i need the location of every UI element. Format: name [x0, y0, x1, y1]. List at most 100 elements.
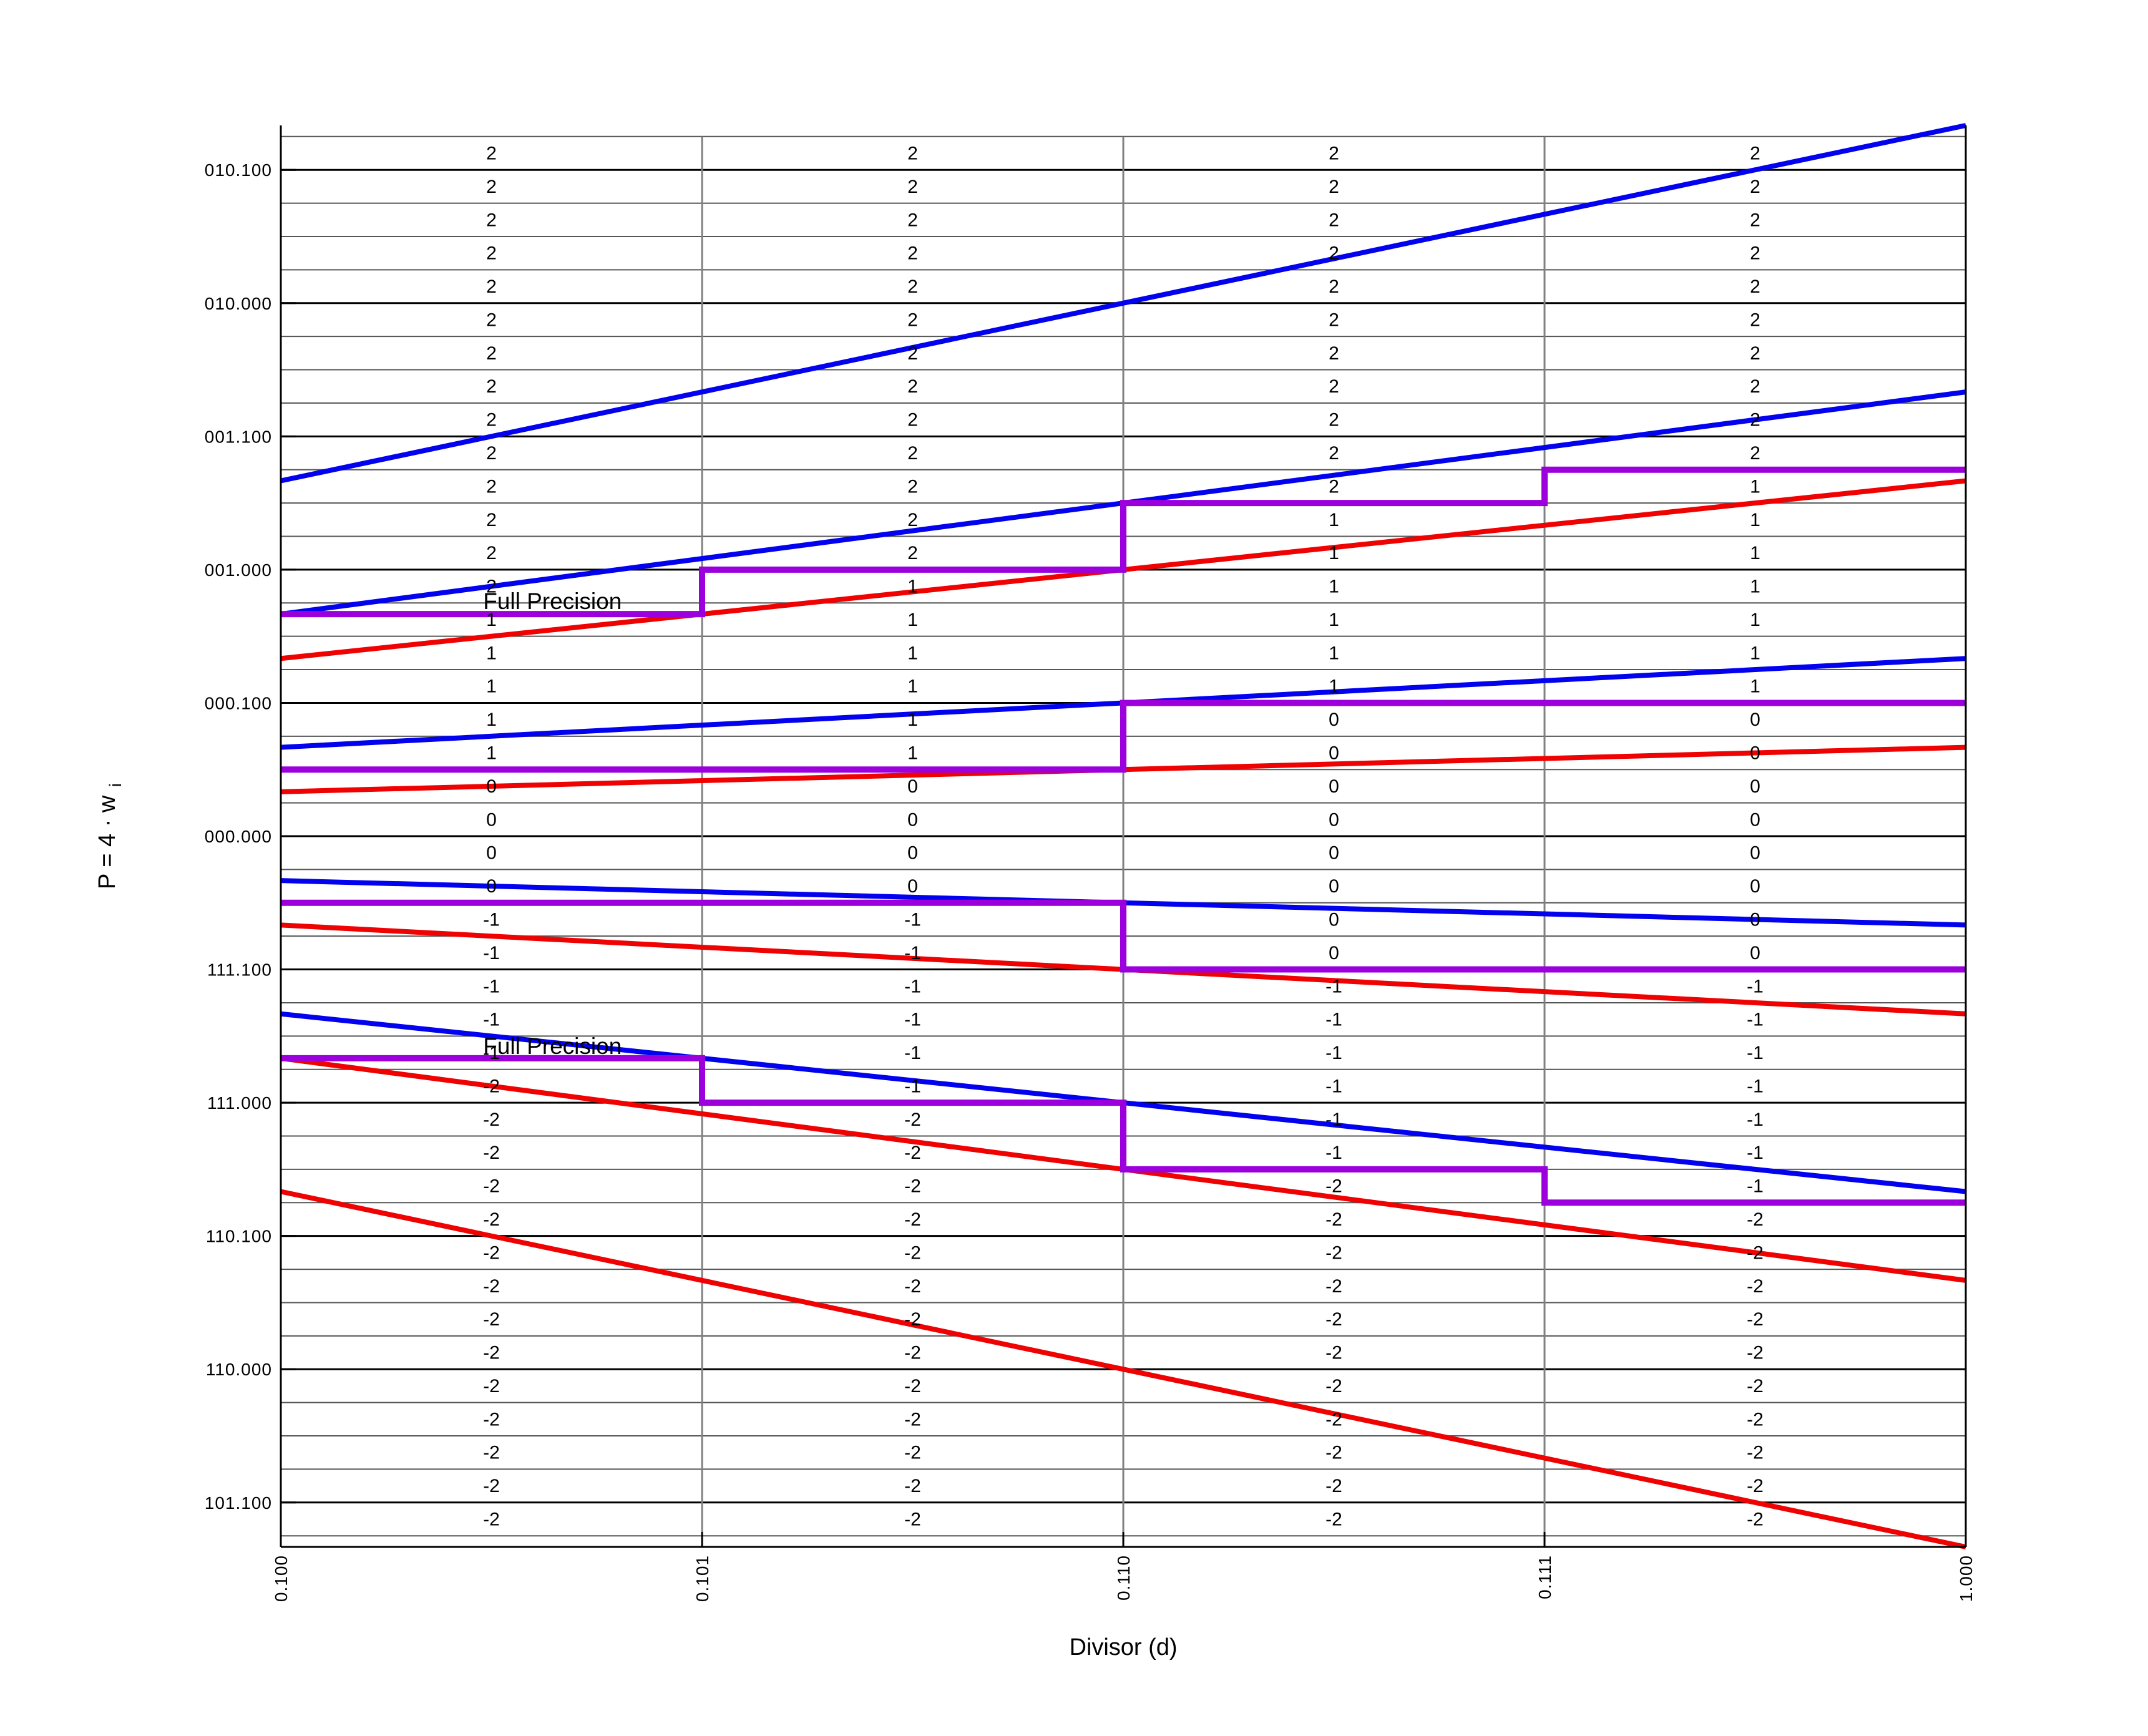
- quotient-digit-cell: -1: [904, 1043, 921, 1063]
- quotient-digit-cell: -2: [904, 1209, 921, 1230]
- quotient-digit-cell: 0: [486, 776, 497, 797]
- quotient-digit-cell: 2: [1750, 343, 1760, 364]
- quotient-digit-cell: -2: [1747, 1309, 1764, 1330]
- threshold-0/-1: [281, 899, 1966, 973]
- quotient-digit-cell: -1: [483, 909, 500, 930]
- quotient-digit-cell: 1: [907, 610, 918, 630]
- quotient-digit-cell: 1: [907, 710, 918, 730]
- quotient-digit-cell: -2: [1747, 1409, 1764, 1430]
- quotient-digit-cell: 0: [1750, 710, 1760, 730]
- threshold-1/0: [281, 700, 1966, 773]
- quotient-digit-cell: 2: [907, 376, 918, 397]
- quotient-digit-cell: -1: [1747, 1109, 1764, 1130]
- quotient-digit-cell: 0: [1750, 809, 1760, 830]
- threshold-2/1: [281, 466, 1966, 618]
- quotient-digit-cell: 0: [486, 809, 497, 830]
- quotient-digit-cell: -2: [1325, 1376, 1342, 1397]
- quotient-digit-cell: -1: [1325, 1109, 1342, 1130]
- quotient-digit-cell: -2: [483, 1076, 500, 1096]
- quotient-digit-cell: 0: [1750, 876, 1760, 897]
- quotient-digit-cell: -1: [483, 1010, 500, 1030]
- quotient-digit-cell: 1: [486, 710, 497, 730]
- quotient-digit-cell: 1: [1329, 510, 1339, 530]
- vertical-gridlines: [701, 136, 1546, 1547]
- quotient-digit-cell: -2: [483, 1143, 500, 1163]
- quotient-digit-cell: 2: [1329, 177, 1339, 197]
- quotient-digit-cell: 1: [1750, 510, 1760, 530]
- y-tick-label: 111.000: [207, 1093, 272, 1113]
- quotient-digit-cell: 2: [1750, 210, 1760, 230]
- quotient-digit-cell: 2: [1329, 243, 1339, 264]
- quotient-digit-cell: -2: [1747, 1443, 1764, 1463]
- quotient-digit-cell: 0: [907, 776, 918, 797]
- quotient-digit-cell: -2: [904, 1343, 921, 1363]
- quotient-digit-cell: 1: [486, 676, 497, 697]
- y-axis-label: P = 4 · w i: [94, 783, 125, 889]
- quotient-digit-cell: 2: [486, 243, 497, 264]
- quotient-digit-cell: 0: [1329, 809, 1339, 830]
- quotient-digit-cell: 1: [1329, 543, 1339, 563]
- quotient-digit-cell: 2: [1750, 276, 1760, 297]
- quotient-digit-cell: -2: [1747, 1209, 1764, 1230]
- quotient-digit-cell: 2: [907, 543, 918, 563]
- quotient-digit-cell: -2: [1325, 1476, 1342, 1496]
- quotient-digit-cell: -2: [483, 1209, 500, 1230]
- quotient-digit-cell: 0: [1750, 909, 1760, 930]
- quotient-digit-cell: -2: [1747, 1376, 1764, 1397]
- x-tick-labels: 0.100 0.101 0.110 0.111 1.000: [271, 1555, 1976, 1602]
- upper-bound-digit+2 (8/3·d): [280, 123, 1966, 484]
- quotient-digit-cell: 0: [1329, 710, 1339, 730]
- quotient-digit-cell: -2: [483, 1509, 500, 1529]
- quotient-digit-cell: 0: [1750, 743, 1760, 764]
- quotient-digit-cell: 2: [486, 543, 497, 563]
- x-tick-label: 0.101: [693, 1555, 712, 1602]
- quotient-digit-cell: -1: [1747, 1176, 1764, 1197]
- quotient-digit-cell: 1: [486, 643, 497, 663]
- quotient-digit-cell: -2: [904, 1109, 921, 1130]
- quotient-digit-cell: 0: [1329, 776, 1339, 797]
- quotient-digit-cell: 2: [907, 144, 918, 164]
- quotient-digit-cell: 2: [1750, 443, 1760, 464]
- quotient-digit-cell: -1: [483, 943, 500, 963]
- quotient-digit-cell: 2: [1750, 243, 1760, 264]
- quotient-digit-cell: 2: [907, 443, 918, 464]
- quotient-digit-cell: -2: [904, 1176, 921, 1197]
- quotient-digit-cell: 0: [486, 843, 497, 864]
- full-precision-label: Full Precision: [483, 1033, 622, 1059]
- quotient-digit-cell: 2: [907, 276, 918, 297]
- quotient-digit-cell: 0: [1329, 909, 1339, 930]
- quotient-digit-cell: 1: [486, 743, 497, 764]
- quotient-digit-cell: -1: [1325, 1143, 1342, 1163]
- quotient-digit-cell: 2: [907, 210, 918, 230]
- quotient-digit-cell: 1: [1329, 610, 1339, 630]
- quotient-digit-cell: -2: [483, 1343, 500, 1363]
- quotient-digit-cell: 0: [1329, 743, 1339, 764]
- quotient-digit-cell: -2: [1325, 1276, 1342, 1297]
- full-precision-label: Full Precision: [483, 588, 622, 614]
- quotient-digit-cell: -2: [1325, 1176, 1342, 1197]
- quotient-digit-cell: -1: [904, 943, 921, 963]
- quotient-digit-cell: 2: [486, 443, 497, 464]
- y-axis-label-main: P = 4 · w: [94, 795, 120, 889]
- quotient-digit-cell: 2: [486, 376, 497, 397]
- quotient-digit-cell: -2: [483, 1109, 500, 1130]
- y-tick-labels: 010.100 010.000 001.100 001.000 000.100 000.0…: [205, 160, 272, 1513]
- quotient-digit-cell: 1: [1750, 543, 1760, 563]
- quotient-digit-cell: 2: [1750, 177, 1760, 197]
- quotient-digit-cell: 2: [1750, 144, 1760, 164]
- quotient-digit-cell: -1: [1325, 1043, 1342, 1063]
- quotient-digit-cell: -1: [483, 1043, 500, 1063]
- quotient-digit-cell: -1: [1325, 976, 1342, 997]
- quotient-digit-cell: -2: [904, 1509, 921, 1529]
- quotient-digit-cell: -2: [483, 1476, 500, 1496]
- x-tick-label: 0.111: [1535, 1555, 1555, 1599]
- quotient-digit-cell: 0: [907, 843, 918, 864]
- quotient-digit-cell: 1: [1750, 476, 1760, 497]
- quotient-digit-cell: -2: [1325, 1242, 1342, 1263]
- quotient-digit-cell: 1: [1750, 676, 1760, 697]
- quotient-digit-cell: 2: [907, 476, 918, 497]
- quotient-digit-cell: -1: [904, 1010, 921, 1030]
- quotient-digit-cell: 2: [1750, 376, 1760, 397]
- quotient-digit-cell: -2: [904, 1309, 921, 1330]
- quotient-digit-cell: -2: [483, 1376, 500, 1397]
